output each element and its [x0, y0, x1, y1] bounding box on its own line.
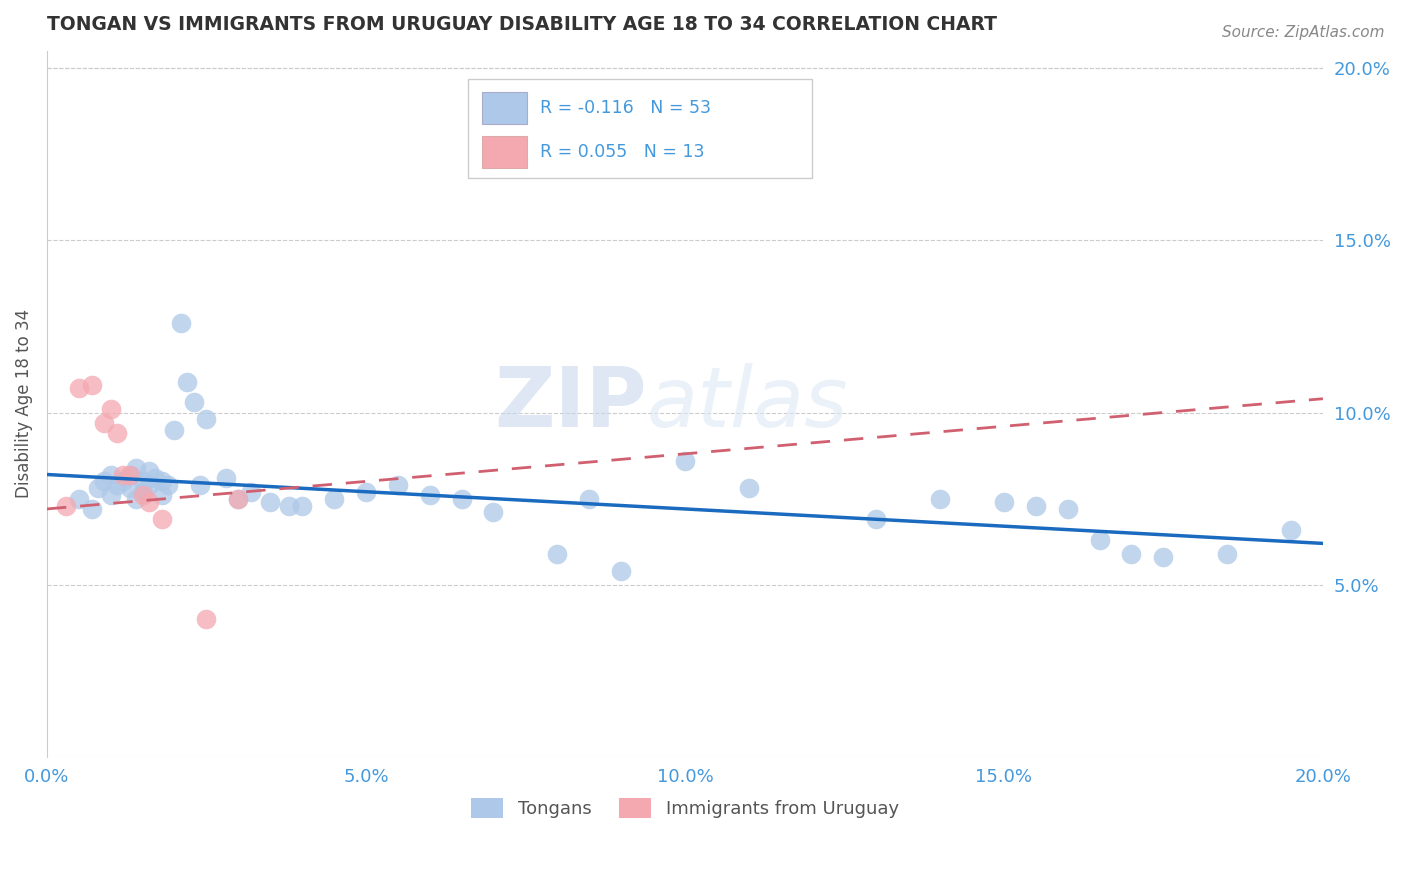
Point: [105, 426, 128, 441]
Point: [55, 499, 77, 513]
Point: [226, 491, 249, 506]
Point: [354, 484, 377, 499]
Point: [865, 512, 887, 526]
Point: [1279, 523, 1302, 537]
Point: [100, 402, 122, 417]
Y-axis label: Disability Age 18 to 34: Disability Age 18 to 34: [15, 310, 32, 499]
Point: [138, 464, 160, 478]
Text: Source: ZipAtlas.com: Source: ZipAtlas.com: [1222, 25, 1385, 40]
Point: [138, 478, 160, 492]
Point: [929, 491, 952, 506]
Point: [163, 423, 186, 437]
Point: [157, 478, 180, 492]
Point: [1152, 550, 1174, 565]
Text: atlas: atlas: [647, 363, 848, 444]
Point: [131, 488, 153, 502]
Point: [546, 547, 568, 561]
Point: [112, 475, 135, 489]
Point: [118, 481, 141, 495]
Point: [419, 488, 441, 502]
Point: [176, 375, 198, 389]
Point: [125, 491, 148, 506]
Point: [1216, 547, 1239, 561]
Point: [673, 454, 696, 468]
Point: [214, 471, 236, 485]
Point: [323, 491, 346, 506]
Point: [1056, 502, 1078, 516]
Point: [1088, 533, 1111, 547]
Point: [291, 499, 314, 513]
Point: [87, 481, 110, 495]
Point: [1121, 547, 1143, 561]
Point: [118, 467, 141, 482]
Point: [67, 381, 90, 395]
Point: [150, 475, 173, 489]
Point: [93, 475, 115, 489]
Text: ZIP: ZIP: [494, 363, 647, 444]
Point: [610, 564, 633, 578]
Point: [259, 495, 281, 509]
Point: [188, 478, 211, 492]
Point: [482, 505, 505, 519]
Point: [170, 316, 193, 330]
Text: TONGAN VS IMMIGRANTS FROM URUGUAY DISABILITY AGE 18 TO 34 CORRELATION CHART: TONGAN VS IMMIGRANTS FROM URUGUAY DISABI…: [46, 15, 997, 34]
Point: [143, 471, 166, 485]
Point: [195, 412, 218, 426]
Point: [737, 481, 759, 495]
Point: [1025, 499, 1047, 513]
Point: [100, 488, 122, 502]
Point: [100, 467, 122, 482]
Point: [578, 491, 600, 506]
Point: [138, 495, 160, 509]
Point: [131, 484, 153, 499]
Point: [226, 491, 249, 506]
Point: [450, 491, 472, 506]
Point: [67, 491, 90, 506]
Point: [993, 495, 1015, 509]
Point: [150, 488, 173, 502]
Legend: Tongans, Immigrants from Uruguay: Tongans, Immigrants from Uruguay: [464, 790, 905, 826]
Point: [80, 502, 103, 516]
Point: [125, 460, 148, 475]
Point: [131, 475, 153, 489]
Point: [278, 499, 301, 513]
Point: [112, 467, 135, 482]
Point: [183, 395, 205, 409]
Point: [150, 512, 173, 526]
Point: [118, 467, 141, 482]
Point: [80, 378, 103, 392]
Point: [105, 478, 128, 492]
Point: [240, 484, 263, 499]
Point: [387, 478, 409, 492]
Point: [195, 612, 218, 626]
Point: [93, 416, 115, 430]
